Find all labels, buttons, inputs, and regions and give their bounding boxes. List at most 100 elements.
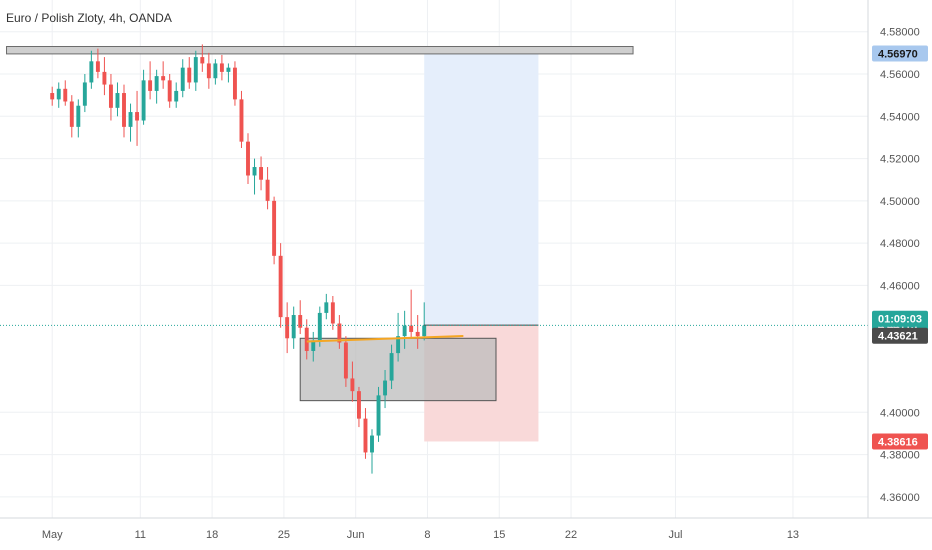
candle-body: [311, 340, 316, 351]
price-tag-background: [872, 310, 928, 327]
price-tag-label: 4.38616: [878, 437, 918, 449]
x-tick-label: 13: [787, 529, 799, 541]
price-axis-background: [868, 0, 932, 550]
candle-body: [200, 57, 205, 64]
candle-body: [141, 80, 146, 121]
candle-body: [135, 112, 140, 121]
candle-body: [246, 141, 250, 176]
candle-body: [219, 63, 224, 72]
y-tick-label: 4.52000: [880, 154, 920, 166]
candle-body: [239, 99, 244, 142]
candle-body: [50, 93, 55, 100]
candle-body: [122, 93, 126, 127]
price-tag-label: 01:09:03: [878, 314, 922, 326]
candle-body: [396, 336, 401, 354]
candle-body: [415, 331, 420, 337]
candle-body: [128, 112, 133, 127]
candle-body: [63, 88, 68, 102]
x-tick-label: 8: [424, 529, 430, 541]
y-tick-label: 4.38000: [880, 450, 920, 462]
x-tick-label: 25: [278, 529, 290, 541]
time-axis-background: [0, 518, 932, 550]
candle-body: [174, 90, 179, 102]
price-tag-label: 4.56970: [878, 48, 918, 60]
x-tick-label: 22: [565, 529, 577, 541]
y-tick-label: 4.58000: [880, 27, 920, 39]
y-tick-label: 4.48000: [880, 238, 920, 250]
candle-body: [337, 323, 342, 343]
candle-body: [180, 67, 185, 91]
x-tick-label: Jun: [347, 529, 365, 541]
candle-body: [148, 80, 153, 91]
candle-body: [383, 380, 388, 396]
candle-body: [213, 63, 218, 79]
candle-body: [56, 88, 61, 100]
price-tag-label: 4.43621: [878, 331, 918, 343]
x-tick-label: 15: [493, 529, 505, 541]
candle-body: [278, 255, 283, 318]
candle-body: [285, 317, 290, 339]
profit-zone: [424, 53, 539, 326]
candle-body: [298, 315, 303, 328]
resistance-box: [6, 46, 634, 55]
zones-layer: [6, 46, 634, 442]
y-tick-label: 4.56000: [880, 69, 920, 81]
overlay-layer: [0, 324, 868, 343]
candle-body: [252, 167, 257, 176]
candle-body: [89, 61, 94, 83]
y-tick-label: 4.40000: [880, 407, 920, 419]
y-tick-label: 4.46000: [880, 280, 920, 292]
candle-body: [154, 76, 159, 91]
candle-body: [108, 84, 113, 108]
x-tick-label: Jul: [668, 529, 682, 541]
candle-body: [102, 71, 107, 85]
price-tag-background: [872, 45, 928, 62]
candle-body: [330, 302, 335, 324]
candle-layer: [50, 44, 427, 474]
candle-body: [370, 435, 374, 453]
price-tag-background: [872, 327, 928, 344]
candle-body: [76, 105, 81, 127]
chart-title: Euro / Polish Zloty, 4h, OANDA: [6, 11, 172, 25]
y-tick-labels: 4.58000 4.56000 4.54000 4.52000 4.50000 4.480…: [880, 27, 920, 504]
candle-body: [95, 61, 100, 72]
candle-body: [167, 80, 172, 102]
candle-body: [206, 63, 211, 79]
candle-body: [317, 312, 322, 341]
candle-body: [115, 93, 120, 108]
candle-body: [291, 315, 296, 339]
candle-body: [376, 395, 381, 436]
y-tick-label: 4.54000: [880, 111, 920, 123]
candle-body: [389, 353, 394, 381]
candle-body: [324, 302, 329, 313]
candle-body: [422, 325, 427, 337]
candle-body: [232, 67, 237, 100]
candle-body: [409, 325, 414, 332]
candle-body: [259, 167, 264, 180]
y-tick-label: 4.36000: [880, 492, 920, 504]
x-tick-labels: May 11 18 25 Jun 8 15 22 Jul 13: [42, 529, 799, 541]
candle-body: [69, 101, 74, 127]
candle-body: [363, 418, 368, 453]
candle-body: [187, 67, 192, 83]
x-tick-label: 18: [206, 529, 218, 541]
candle-body: [265, 179, 270, 201]
candle-body: [402, 325, 407, 337]
price-tag-background: [872, 433, 928, 450]
candle-body: [226, 67, 231, 72]
candle-body: [304, 327, 309, 351]
trend-line: [306, 334, 464, 343]
candle-body: [343, 342, 348, 379]
candle-body: [161, 76, 166, 81]
x-tick-label: 11: [135, 529, 146, 541]
x-tick-label: May: [42, 529, 63, 541]
candle-body: [350, 378, 355, 392]
candle-body: [272, 200, 277, 256]
y-tick-label: 4.50000: [880, 196, 920, 208]
candle-body: [356, 391, 361, 419]
candle-body: [193, 57, 198, 83]
